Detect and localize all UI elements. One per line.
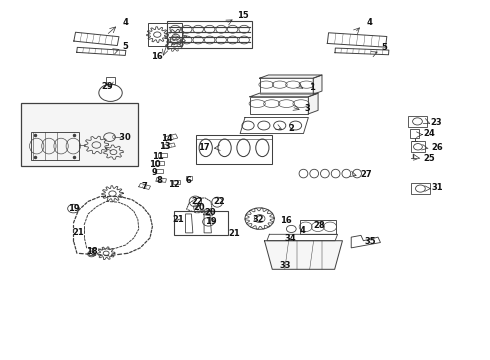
Bar xyxy=(21,103,138,166)
Polygon shape xyxy=(308,93,318,114)
Text: 5: 5 xyxy=(381,43,387,52)
Text: 4: 4 xyxy=(367,18,372,27)
Bar xyxy=(155,169,163,173)
Text: 22: 22 xyxy=(192,197,204,206)
Bar xyxy=(158,153,167,157)
Text: 1: 1 xyxy=(309,83,315,92)
Text: 23: 23 xyxy=(431,118,442,127)
Text: 19: 19 xyxy=(68,204,79,213)
Text: 21: 21 xyxy=(173,215,185,224)
Bar xyxy=(196,135,272,164)
Bar xyxy=(408,116,427,127)
Polygon shape xyxy=(260,75,322,78)
Text: 21: 21 xyxy=(73,228,84,237)
Text: 15: 15 xyxy=(237,11,248,20)
Text: 16: 16 xyxy=(151,52,163,61)
Bar xyxy=(260,78,313,94)
Text: 29: 29 xyxy=(102,82,113,91)
Text: 25: 25 xyxy=(423,154,435,163)
Text: 24: 24 xyxy=(423,129,435,138)
Text: 8: 8 xyxy=(157,176,163,185)
Bar xyxy=(173,180,180,184)
Bar xyxy=(155,161,164,165)
Bar xyxy=(30,132,79,160)
Text: 19: 19 xyxy=(205,217,217,226)
Bar xyxy=(250,97,308,114)
Bar xyxy=(167,21,252,48)
Text: 9: 9 xyxy=(152,168,158,177)
Text: 2: 2 xyxy=(288,124,294,133)
Text: 7: 7 xyxy=(141,182,147,191)
Text: 34: 34 xyxy=(284,234,295,243)
Bar xyxy=(186,176,193,180)
Polygon shape xyxy=(313,75,322,94)
Text: 6: 6 xyxy=(185,176,191,185)
Text: 26: 26 xyxy=(432,143,443,152)
Text: 16: 16 xyxy=(280,216,292,225)
Text: 20: 20 xyxy=(193,203,204,212)
Bar xyxy=(410,129,419,138)
Text: 31: 31 xyxy=(432,183,443,192)
Bar xyxy=(299,220,336,234)
Polygon shape xyxy=(265,241,343,269)
Text: 32: 32 xyxy=(253,215,265,224)
Text: 20: 20 xyxy=(204,208,216,217)
Bar xyxy=(174,211,228,235)
Text: 18: 18 xyxy=(86,247,98,256)
Text: 27: 27 xyxy=(360,171,371,180)
Text: 28: 28 xyxy=(313,221,325,230)
Bar xyxy=(411,183,430,194)
Text: 21: 21 xyxy=(228,229,240,238)
Bar xyxy=(147,23,182,46)
Bar xyxy=(106,77,115,84)
Text: ◦ 30: ◦ 30 xyxy=(111,132,131,141)
Text: 12: 12 xyxy=(169,180,180,189)
Text: 35: 35 xyxy=(365,237,376,246)
Text: 14: 14 xyxy=(161,134,173,143)
Text: 4: 4 xyxy=(122,18,128,27)
Text: 10: 10 xyxy=(149,160,161,169)
Text: 4: 4 xyxy=(299,225,305,234)
Text: 13: 13 xyxy=(159,142,171,151)
Polygon shape xyxy=(250,93,318,97)
Text: 33: 33 xyxy=(279,261,291,270)
Text: 3: 3 xyxy=(304,104,310,113)
Text: 11: 11 xyxy=(152,152,164,161)
Text: 5: 5 xyxy=(122,41,128,50)
Bar xyxy=(411,141,425,152)
Text: 22: 22 xyxy=(213,197,225,206)
Text: 17: 17 xyxy=(198,143,210,152)
